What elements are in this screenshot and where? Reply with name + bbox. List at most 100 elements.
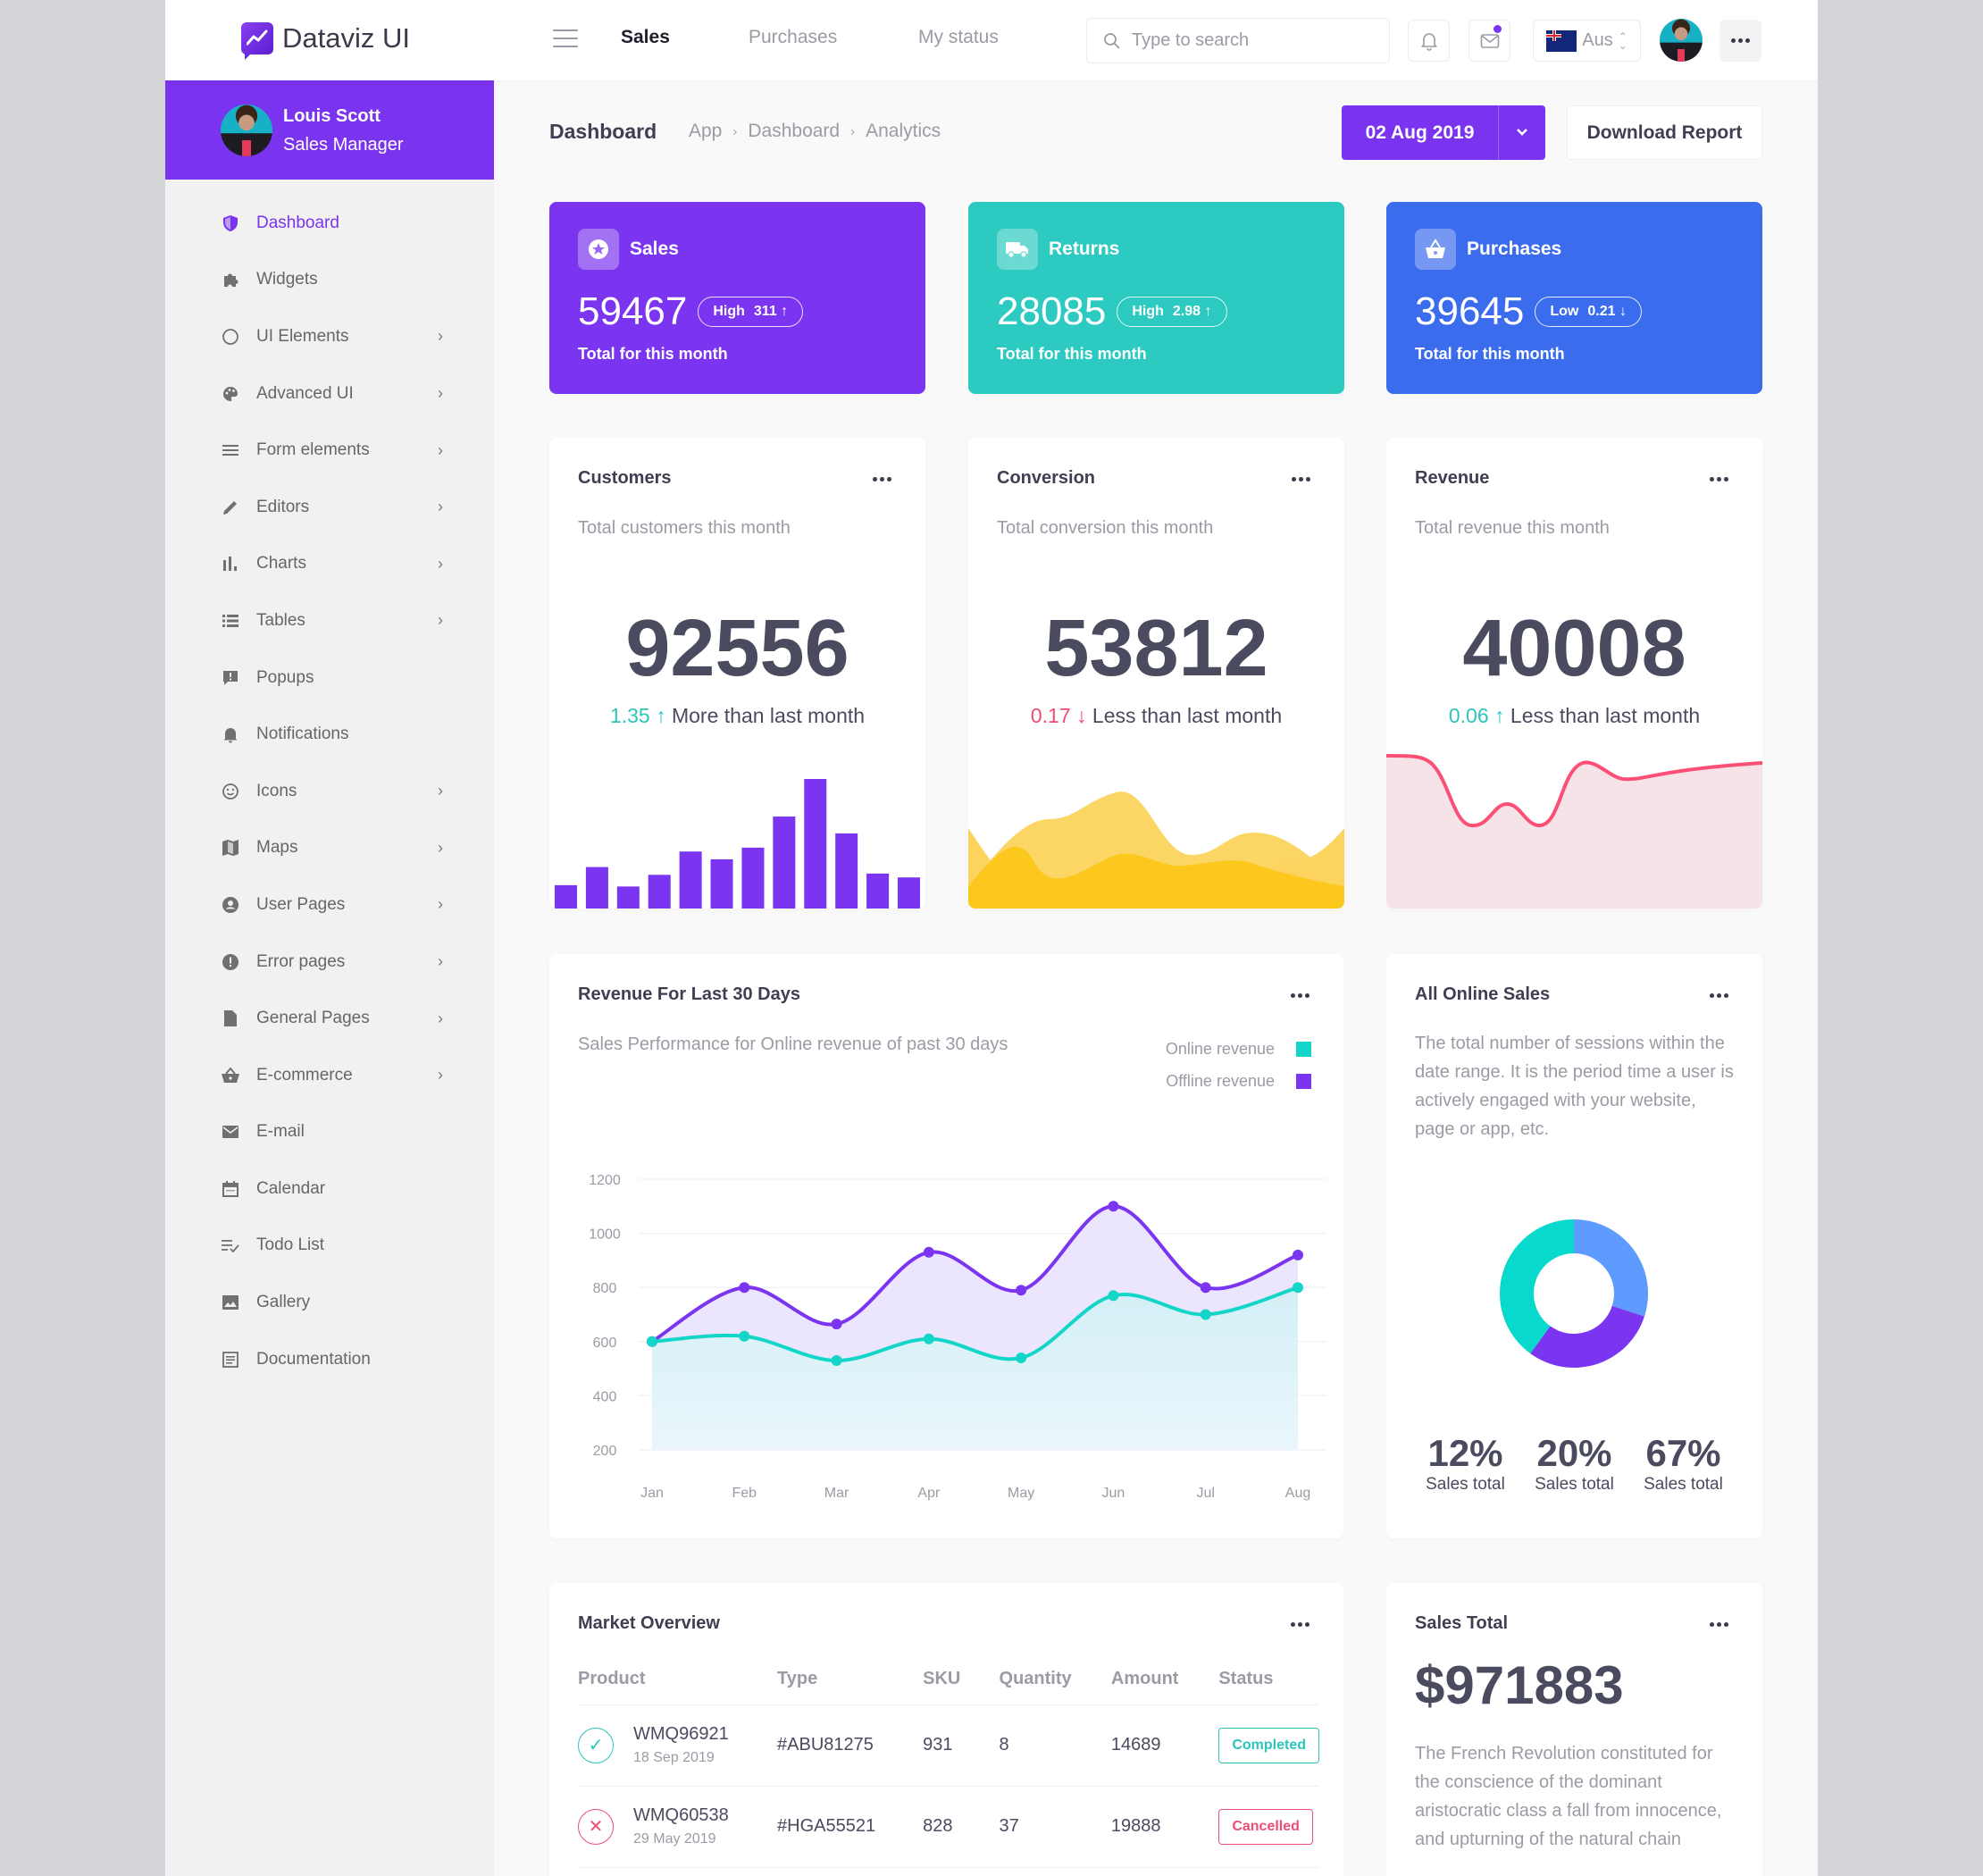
card-title: Revenue For Last 30 Days	[578, 984, 800, 1004]
search-icon	[1104, 32, 1120, 49]
sidebar-item-calendar[interactable]: Calendar	[165, 1160, 494, 1218]
sidebar-item-charts[interactable]: Charts ›	[165, 536, 494, 593]
sidebar-item-advanced-ui[interactable]: Advanced UI ›	[165, 365, 494, 423]
stat-card-returns[interactable]: Returns 28085 High 2.98 ↑ Total for this …	[968, 202, 1344, 394]
topnav-sales[interactable]: Sales	[621, 27, 670, 47]
sidebar-item-todo-list[interactable]: Todo List	[165, 1218, 494, 1275]
sidebar-item-icons[interactable]: Icons ›	[165, 763, 494, 820]
online-sales-card: All Online Sales The total number of ses…	[1386, 954, 1762, 1538]
bar-chart-icon	[221, 554, 240, 574]
sales-percent-1: 12% Sales total	[1426, 1432, 1505, 1494]
svg-text:Jan: Jan	[640, 1486, 664, 1501]
sidebar-item-notifications[interactable]: Notifications	[165, 706, 494, 763]
todo-icon	[221, 1235, 240, 1255]
sidebar-item-documentation[interactable]: Documentation	[165, 1331, 494, 1388]
chevron-right-icon: ›	[438, 1066, 443, 1085]
brand-logo[interactable]: Dataviz UI	[241, 22, 410, 60]
card-title: Revenue	[1415, 468, 1490, 488]
image-icon	[221, 1293, 240, 1312]
file-icon	[221, 1009, 240, 1028]
brand-name: Dataviz UI	[282, 22, 410, 54]
pencil-icon	[221, 498, 240, 517]
sidebar-item-general-pages[interactable]: General Pages ›	[165, 990, 494, 1047]
customers-value: 92556	[625, 604, 849, 693]
status-badge: Cancelled	[1218, 1808, 1313, 1845]
sidebar: Louis Scott Sales Manager Dashboard Widge…	[165, 80, 494, 1876]
conversion-delta: 0.17 ↓ Less than last month	[1030, 704, 1283, 727]
breadcrumb-analytics: Analytics	[866, 121, 941, 141]
chevron-down-icon[interactable]	[1499, 125, 1545, 141]
sidebar-item-ui-elements[interactable]: UI Elements ›	[165, 308, 494, 365]
chevron-right-icon: ›	[438, 1009, 443, 1027]
svg-text:200: 200	[593, 1444, 617, 1459]
sidebar-item-editors[interactable]: Editors ›	[165, 479, 494, 536]
sidebar-item-maps[interactable]: Maps ›	[165, 820, 494, 877]
svg-text:Mar: Mar	[824, 1486, 849, 1501]
chevron-right-icon: ›	[438, 440, 443, 459]
more-options-icon[interactable]	[1710, 477, 1728, 482]
menu-toggle-icon[interactable]	[553, 29, 578, 47]
sales-total-description: The French Revolution constituted for th…	[1415, 1744, 1722, 1849]
sidebar-item-e-commerce[interactable]: E-commerce ›	[165, 1047, 494, 1104]
chevron-right-icon: ›	[850, 123, 856, 139]
more-options-icon[interactable]	[1291, 1622, 1309, 1627]
card-title: Customers	[578, 468, 672, 488]
topnav-my-status[interactable]: My status	[918, 27, 999, 47]
topnav-purchases[interactable]: Purchases	[749, 27, 838, 47]
chevron-right-icon: ›	[438, 554, 443, 573]
sidebar-item-label: Tables	[256, 610, 305, 630]
user-avatar[interactable]	[1660, 19, 1703, 62]
col-quantity: Quantity	[999, 1654, 1111, 1705]
more-options-icon[interactable]	[1710, 1622, 1728, 1627]
table-row[interactable]: ✓ WMQ96921 18 Sep 2019 #ABU81275 931 8 146…	[578, 1704, 1319, 1787]
stat-card-sales[interactable]: Sales 59467 High 311 ↑ Total for this mon…	[549, 202, 925, 394]
stat-card-purchases[interactable]: Purchases 39645 Low 0.21 ↓ Total for this…	[1386, 202, 1762, 394]
sidebar-item-popups[interactable]: Popups	[165, 649, 494, 707]
sidebar-item-label: E-mail	[256, 1122, 305, 1142]
online-sales-donut-chart	[1500, 1219, 1648, 1368]
svg-text:Aug: Aug	[1285, 1486, 1310, 1501]
chevron-right-icon: ›	[438, 611, 443, 630]
more-options-button[interactable]	[1719, 20, 1761, 62]
sidebar-item-user-pages[interactable]: User Pages ›	[165, 876, 494, 934]
palette-icon	[221, 384, 240, 404]
circle-icon	[221, 327, 240, 347]
mail-button[interactable]	[1468, 20, 1510, 62]
star-badge-icon	[578, 229, 619, 270]
stat-badge: Low 0.21 ↓	[1535, 297, 1642, 327]
more-options-icon[interactable]	[1710, 993, 1728, 998]
sidebar-item-dashboard[interactable]: Dashboard	[165, 195, 494, 252]
sidebar-item-label: Form elements	[256, 440, 370, 460]
breadcrumb-dashboard[interactable]: Dashboard	[748, 121, 841, 141]
table-row[interactable]: ✕ WMQ60538 29 May 2019 #HGA55521 828 37 19…	[578, 1786, 1319, 1868]
stat-footer: Total for this month	[1415, 345, 1565, 363]
language-select[interactable]: Aus ⌃ ⌄	[1533, 20, 1641, 62]
shield-icon	[221, 214, 240, 233]
revenue-card: Revenue Total revenue this month 40008 0…	[1386, 438, 1762, 909]
chevron-right-icon: ›	[438, 838, 443, 857]
date-picker-button[interactable]: 02 Aug 2019	[1342, 105, 1545, 160]
lines-icon	[221, 440, 240, 460]
notifications-button[interactable]	[1408, 20, 1450, 62]
sidebar-item-widgets[interactable]: Widgets	[165, 252, 494, 309]
australia-flag-icon	[1546, 29, 1577, 52]
basket-icon	[221, 1066, 240, 1085]
profile-name: Louis Scott	[283, 105, 381, 126]
legend-swatch-offline	[1296, 1073, 1311, 1089]
search-input[interactable]	[1132, 30, 1364, 51]
more-options-icon[interactable]	[1291, 993, 1309, 998]
more-options-icon[interactable]	[1292, 477, 1310, 482]
download-report-button[interactable]: Download Report	[1567, 105, 1762, 160]
search-box[interactable]	[1086, 18, 1390, 63]
more-options-icon[interactable]	[873, 477, 891, 482]
chevron-right-icon: ›	[732, 123, 738, 139]
sidebar-item-e-mail[interactable]: E-mail	[165, 1104, 494, 1161]
stat-title: Sales	[630, 239, 679, 259]
sidebar-item-error-pages[interactable]: Error pages ›	[165, 934, 494, 991]
profile-card[interactable]: Louis Scott Sales Manager	[165, 80, 494, 180]
sidebar-item-gallery[interactable]: Gallery	[165, 1274, 494, 1331]
sidebar-item-form-elements[interactable]: Form elements ›	[165, 422, 494, 479]
sidebar-item-tables[interactable]: Tables ›	[165, 592, 494, 649]
check-icon: ✓	[578, 1727, 614, 1763]
breadcrumb-app[interactable]: App	[689, 121, 723, 141]
